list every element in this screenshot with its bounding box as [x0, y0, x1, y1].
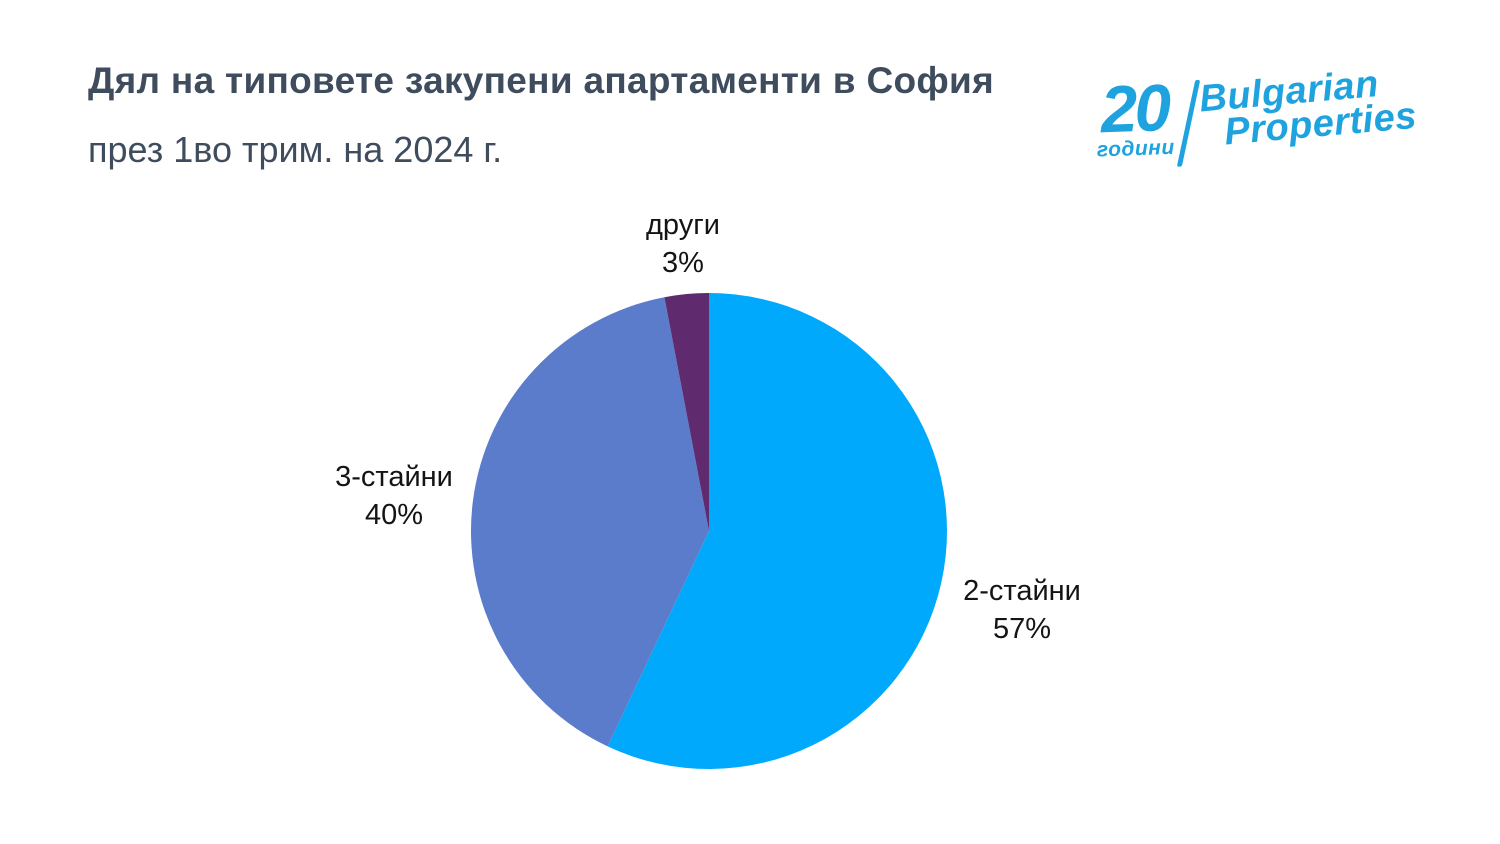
page-title: Дял на типовете закупени апартаменти в С…	[88, 60, 994, 101]
pie-label-percent: 3%	[662, 247, 704, 279]
pie-slice-3-стайни[interactable]	[471, 297, 709, 747]
pie-label-category: 3-стайни	[335, 461, 453, 493]
pie-label-percent: 57%	[992, 613, 1052, 645]
pie-label-2-стайни: 2-стайни 57%	[963, 572, 1081, 648]
pie-label-percent: 40%	[364, 499, 424, 531]
pie-label-други: други 3%	[646, 206, 720, 282]
pie-slice-други[interactable]	[664, 293, 709, 531]
page-subtitle: през 1во трим. на 2024 г.	[88, 129, 503, 170]
pie-label-category: 2-стайни	[963, 575, 1081, 607]
pie-label-category: други	[645, 209, 721, 241]
pie-slice-2-стайни[interactable]	[607, 293, 947, 770]
pie-label-3-стайни: 3-стайни 40%	[335, 458, 453, 534]
